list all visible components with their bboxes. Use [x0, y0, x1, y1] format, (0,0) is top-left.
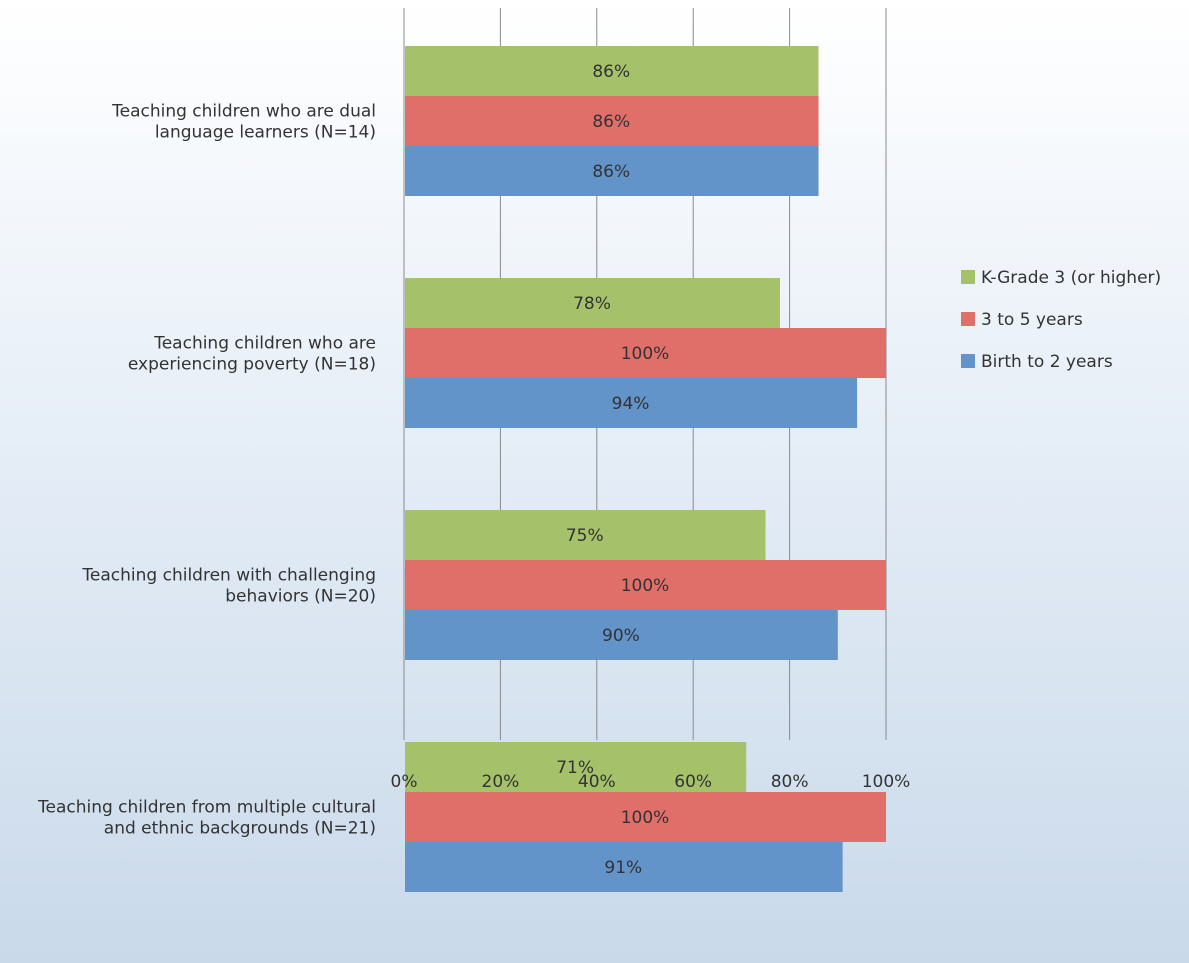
bar — [405, 560, 886, 610]
bar — [405, 328, 886, 378]
bar-value-label: 86% — [592, 162, 630, 182]
category-label: Teaching children who are — [153, 334, 376, 354]
bar — [405, 96, 819, 146]
x-tick-label: 60% — [674, 772, 712, 792]
legend: K-Grade 3 (or higher) 3 to 5 years Birth t… — [961, 268, 1161, 372]
x-tick-label: 100% — [862, 772, 911, 792]
x-tick-label: 80% — [771, 772, 809, 792]
x-tick-labels: 0% 20% 40% 60% 80% 100% — [391, 772, 911, 792]
x-tick-label: 20% — [482, 772, 520, 792]
category-label: Teaching children with challenging — [81, 566, 376, 586]
bar — [405, 610, 838, 660]
category-label: Teaching children who are dual — [111, 102, 376, 122]
bar-value-label: 100% — [621, 344, 670, 364]
bar — [405, 792, 886, 842]
bar — [405, 742, 747, 792]
bar-value-label: 94% — [612, 394, 650, 414]
bar — [405, 378, 858, 428]
bar — [405, 46, 819, 96]
category-label: experiencing poverty (N=18) — [128, 355, 376, 375]
category-label: language learners (N=14) — [155, 123, 376, 143]
legend-swatch — [961, 270, 975, 284]
x-tick-label: 40% — [578, 772, 616, 792]
x-tick-label: 0% — [391, 772, 418, 792]
category-label: and ethnic backgrounds (N=21) — [104, 819, 376, 839]
bar — [405, 842, 843, 892]
legend-swatch — [961, 354, 975, 368]
category-label: behaviors (N=20) — [225, 587, 376, 607]
bar-value-label: 90% — [602, 626, 640, 646]
bar-value-label: 100% — [621, 808, 670, 828]
legend-entry: K-Grade 3 (or higher) — [981, 268, 1161, 288]
bar — [405, 278, 780, 328]
bar-value-label: 91% — [604, 858, 642, 878]
bars — [405, 46, 886, 892]
bar-value-label: 78% — [573, 294, 611, 314]
legend-swatch — [961, 312, 975, 326]
bar-labels: 86% 86% 86% 78% 100% 94% 75% 100% 90% 71% 100% 91% — [556, 62, 669, 878]
legend-entry: Birth to 2 years — [981, 352, 1113, 372]
bar-value-label: 86% — [592, 112, 630, 132]
bar — [405, 146, 819, 196]
bar — [405, 510, 766, 560]
bar-value-label: 100% — [621, 576, 670, 596]
bar-value-label: 86% — [592, 62, 630, 82]
bar-value-label: 75% — [566, 526, 604, 546]
legend-entry: 3 to 5 years — [981, 310, 1083, 330]
bar-value-label: 71% — [556, 758, 594, 778]
category-label: Teaching children from multiple cultural — [37, 798, 376, 818]
